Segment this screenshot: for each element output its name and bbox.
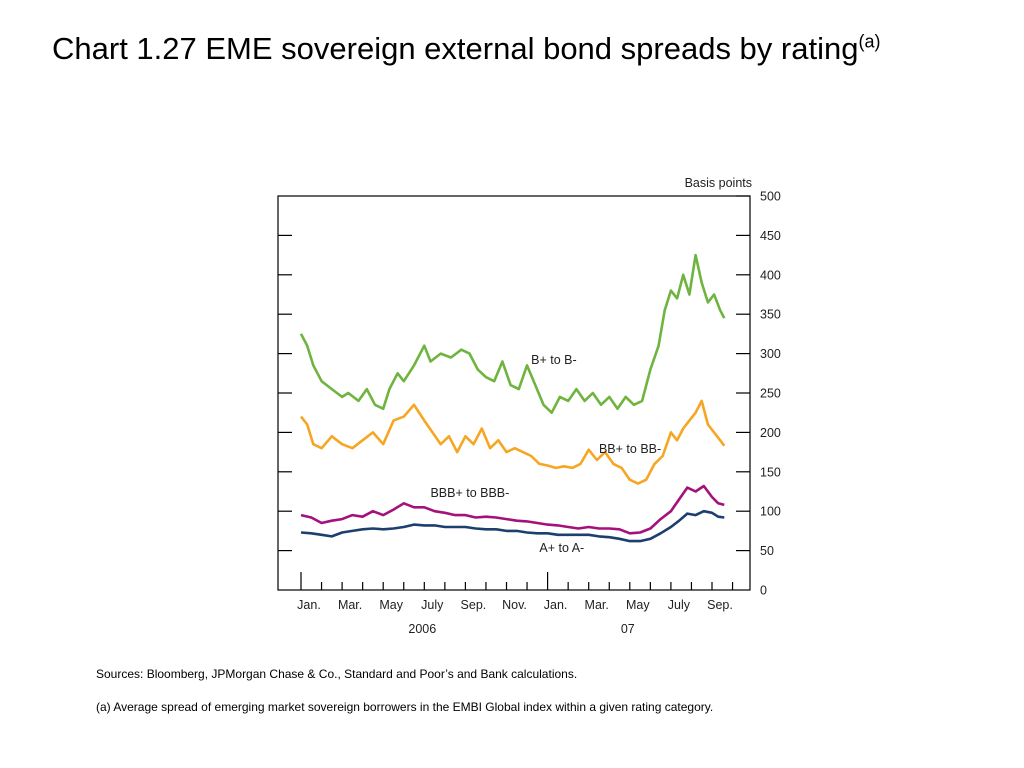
title-superscript: (a) xyxy=(858,31,881,52)
y-tick-label: 0 xyxy=(760,584,767,598)
series-line-bbb-to-bbb xyxy=(300,484,725,535)
x-year-label: 2006 xyxy=(408,622,436,636)
y-tick-label: 150 xyxy=(760,465,781,479)
series-label-bbb-to-bbb: BBB+ to BBB- xyxy=(430,486,509,500)
series-line-b-to-b xyxy=(299,253,726,415)
y-tick-label: 300 xyxy=(760,347,781,361)
y-axis: 0 50 100 150 200 250 300 350 400 450 500 xyxy=(278,190,781,598)
y-tick-label: 250 xyxy=(760,387,781,401)
y-tick-label: 400 xyxy=(760,268,781,282)
series-labels: B+ to B- BB+ to BB- BBB+ to BBB- A+ to A- xyxy=(430,353,661,555)
x-tick-label: July xyxy=(668,598,691,612)
x-tick-label: Jan. xyxy=(544,598,568,612)
footnote: (a) Average spread of emerging market so… xyxy=(96,700,714,714)
x-axis: Jan. Mar. May July Sep. Nov. Jan. Mar. May July Se… xyxy=(297,572,734,636)
title-text: Chart 1.27 EME sovereign external bond s… xyxy=(52,31,859,66)
x-tick-label: Sep. xyxy=(461,598,487,612)
series-line-a-to-a xyxy=(300,509,725,543)
x-tick-label: May xyxy=(379,598,403,612)
series-layer xyxy=(299,253,726,543)
y-tick-label: 500 xyxy=(760,190,781,204)
y-axis-label: Basis points xyxy=(685,176,752,190)
y-tick-label: 200 xyxy=(760,426,781,440)
x-tick-label: Mar. xyxy=(585,598,609,612)
y-tick-label: 50 xyxy=(760,544,774,558)
sources-note: Sources: Bloomberg, JPMorgan Chase & Co.… xyxy=(96,667,578,681)
y-tick-label: 350 xyxy=(760,308,781,322)
y-tick-label: 100 xyxy=(760,505,781,519)
x-tick-label: Mar. xyxy=(338,598,362,612)
x-tick-label: July xyxy=(421,598,444,612)
x-year-label: 07 xyxy=(621,622,635,636)
x-tick-label: Sep. xyxy=(707,598,733,612)
y-tick-label: 450 xyxy=(760,229,781,243)
series-line-bb-to-bb xyxy=(299,399,726,485)
series-label-b-to-b: B+ to B- xyxy=(531,353,577,367)
x-tick-label: Nov. xyxy=(502,598,527,612)
series-label-a-to-a: A+ to A- xyxy=(539,541,584,555)
x-tick-label: Jan. xyxy=(297,598,321,612)
series-label-bb-to-bb: BB+ to BB- xyxy=(599,442,661,456)
x-tick-label: May xyxy=(626,598,650,612)
page-title: Chart 1.27 EME sovereign external bond s… xyxy=(52,28,952,70)
